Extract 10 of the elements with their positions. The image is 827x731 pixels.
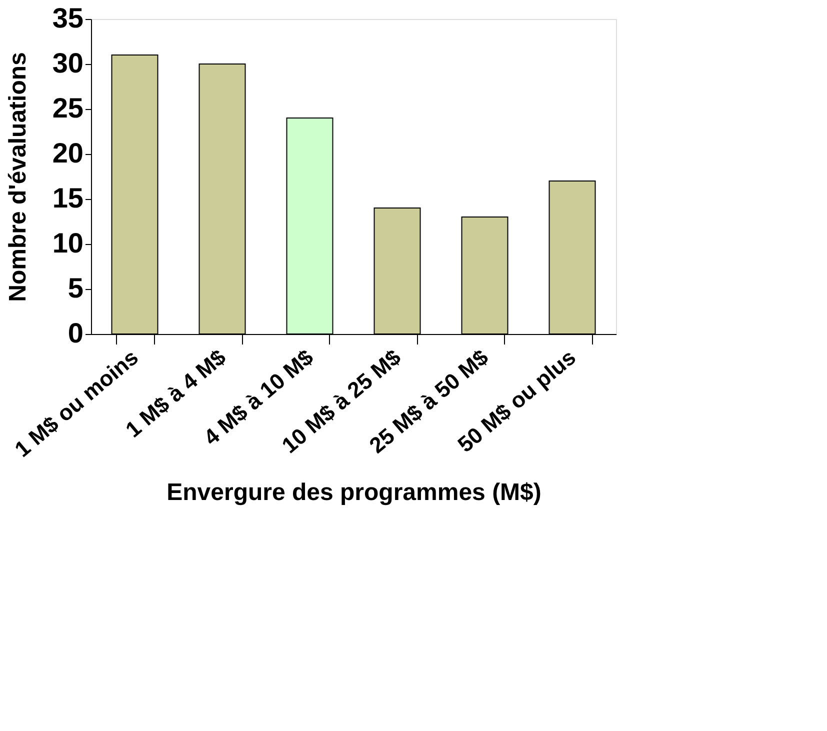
y-tick-label: 15	[52, 182, 84, 214]
y-tick-label: 0	[68, 318, 84, 348]
y-axis-title: Nombre d'évaluations	[4, 52, 32, 302]
x-axis-title: Envergure des programmes (M$)	[166, 479, 542, 506]
y-tick-label: 20	[52, 138, 84, 168]
y-tick-label: 30	[52, 48, 84, 78]
y-tick-label: 10	[52, 228, 84, 258]
y-tick-label: 35	[52, 2, 84, 34]
y-tick-label: 25	[52, 92, 84, 124]
y-tick-label: 5	[68, 272, 84, 304]
